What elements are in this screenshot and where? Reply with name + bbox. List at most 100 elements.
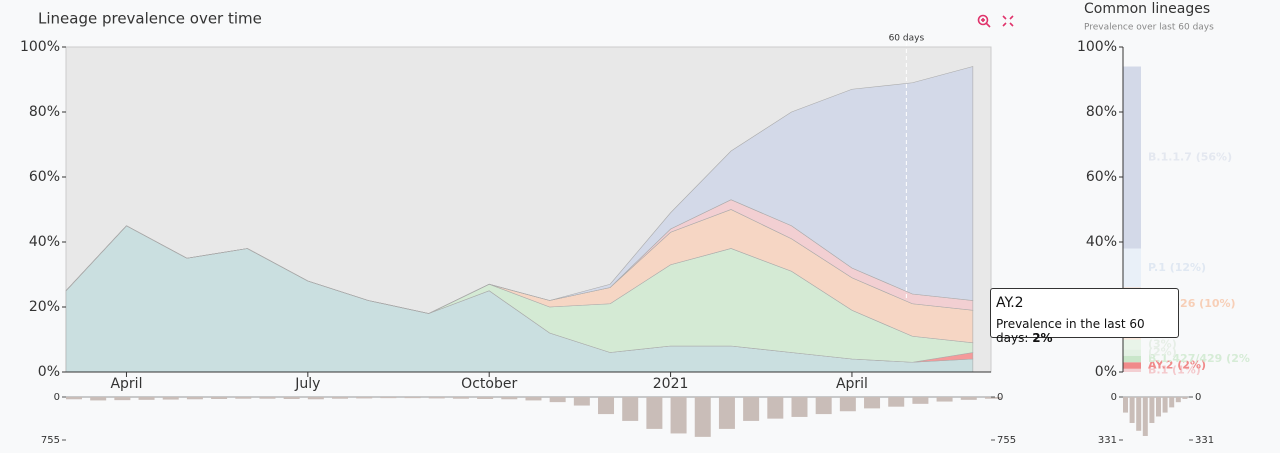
- count-bar: [743, 397, 760, 421]
- y-tick-label: 60%: [1086, 169, 1117, 185]
- x-tick-label: July: [294, 376, 320, 392]
- count-bar: [1123, 397, 1128, 413]
- lineage-label: B.1.1.7 (56%): [1148, 151, 1232, 164]
- y-tick-label: 100%: [1077, 39, 1117, 55]
- count-bar: [307, 397, 324, 400]
- count-bar: [1182, 397, 1188, 399]
- count-bar: [501, 397, 518, 400]
- lineage-label: AY.2 (2%): [1148, 359, 1206, 372]
- count-bar: [259, 397, 276, 399]
- x-tick-label: October: [461, 376, 517, 392]
- collapse-icon[interactable]: [1002, 15, 1014, 27]
- chart-title: Lineage prevalence over time: [38, 10, 262, 28]
- count-tick-label: 331: [1195, 435, 1214, 446]
- count-bar: [1136, 397, 1142, 431]
- count-bar: [66, 397, 82, 400]
- lineage-segment: [1123, 368, 1141, 372]
- count-bar: [525, 397, 542, 401]
- tooltip-title: AY.2: [996, 295, 1024, 311]
- marker-label: 60 days: [889, 34, 925, 44]
- count-bar: [283, 397, 300, 399]
- count-bar: [404, 397, 421, 399]
- tooltip-label: Prevalence in the last 60 days:: [996, 317, 1145, 345]
- count-tick-label: 331: [1098, 435, 1117, 446]
- lineage-label: (3%): [1148, 337, 1177, 350]
- count-bar: [1162, 397, 1168, 413]
- count-bar: [1149, 397, 1155, 423]
- count-bar: [138, 397, 155, 400]
- y-tick-label: 100%: [20, 39, 60, 55]
- count-bar: [791, 397, 808, 417]
- count-bar: [380, 397, 397, 399]
- count-bar: [235, 397, 252, 399]
- tooltip: AY.2 Prevalence in the last 60 days: 2%: [990, 288, 1179, 345]
- y-tick-label: 60%: [29, 169, 60, 185]
- lineage-segment: [1123, 339, 1141, 350]
- tooltip-value: 2%: [1032, 331, 1053, 345]
- count-bar: [573, 397, 590, 406]
- count-bar: [646, 397, 663, 429]
- x-tick-label: April: [110, 376, 142, 392]
- count-bar: [864, 397, 881, 409]
- panel-subtitle: Prevalence over last 60 days: [1084, 23, 1214, 33]
- count-tick-label: 0: [1111, 392, 1117, 403]
- lineage-segment: [1123, 362, 1141, 369]
- count-bar: [1142, 397, 1148, 436]
- count-bar: [622, 397, 639, 421]
- lineage-label: (2%): [1148, 346, 1177, 359]
- count-bar: [332, 397, 349, 399]
- lineage-segment: [1123, 355, 1141, 363]
- count-tick-label: 755: [41, 435, 60, 446]
- count-bar: [1175, 397, 1181, 403]
- count-bar: [186, 397, 203, 400]
- tooltip-text: Prevalence in the last 60 days: 2%: [996, 317, 1173, 345]
- lineage-segment: [1123, 248, 1141, 288]
- count-bar: [1156, 397, 1161, 417]
- y-tick-label: 20%: [29, 299, 60, 315]
- count-bar: [477, 397, 494, 399]
- y-tick-label: 0%: [38, 364, 60, 380]
- x-tick-label: April: [836, 376, 868, 392]
- y-tick-label: 0%: [1095, 364, 1117, 380]
- count-tick-label: 755: [997, 435, 1016, 446]
- y-tick-label: 40%: [29, 234, 60, 250]
- count-bar: [888, 397, 905, 407]
- count-bar: [839, 397, 856, 412]
- y-tick-label: 80%: [29, 104, 60, 120]
- count-bar: [90, 397, 107, 401]
- count-bar: [211, 397, 228, 399]
- lineage-label: B.1 (1%): [1148, 363, 1201, 376]
- area: [65, 66, 974, 314]
- count-bar: [718, 397, 735, 429]
- count-bar: [984, 397, 1001, 399]
- count-bar: [452, 397, 469, 399]
- count-bar: [694, 397, 711, 437]
- lineage-label: B.1.427/429 (2%: [1148, 352, 1250, 365]
- x-tick-label: 2021: [653, 376, 689, 392]
- count-bar: [356, 397, 373, 399]
- count-bar: [598, 397, 615, 415]
- count-bar: [912, 397, 929, 404]
- count-bar: [114, 397, 131, 401]
- lineage-segment: [1123, 66, 1141, 249]
- zoom-icon[interactable]: [977, 14, 991, 28]
- count-bar: [670, 397, 687, 434]
- count-bar: [960, 397, 977, 400]
- count-tick-label: 0: [1195, 392, 1201, 403]
- lineage-segment: [1123, 349, 1141, 356]
- y-tick-label: 40%: [1086, 234, 1117, 250]
- count-tick-label: 0: [54, 392, 60, 403]
- panel-title: Common lineages: [1084, 1, 1210, 17]
- count-bar: [1129, 397, 1135, 423]
- count-bar: [767, 397, 784, 419]
- count-bar: [428, 397, 445, 399]
- count-bar: [1169, 397, 1175, 408]
- lineage-label: P.1 (12%): [1148, 261, 1206, 274]
- count-tick-label: 0: [997, 392, 1003, 403]
- count-bar: [815, 397, 832, 415]
- count-bar: [936, 397, 953, 402]
- count-bar: [549, 397, 566, 403]
- y-tick-label: 80%: [1086, 104, 1117, 120]
